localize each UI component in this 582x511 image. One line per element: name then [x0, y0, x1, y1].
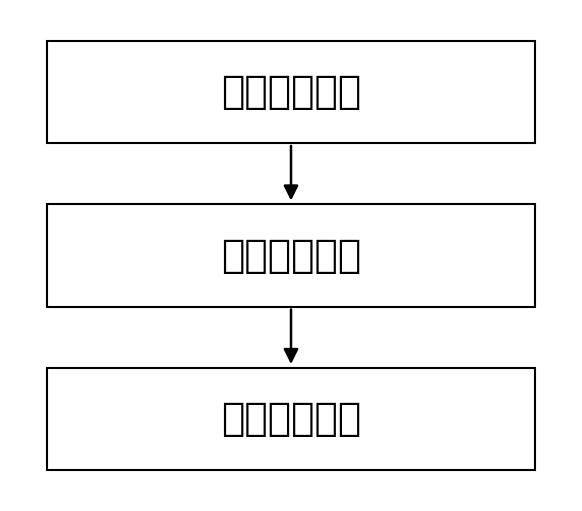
Text: 计算接触温度: 计算接触温度 — [221, 73, 361, 111]
FancyBboxPatch shape — [47, 41, 535, 143]
FancyBboxPatch shape — [47, 368, 535, 470]
Text: 计算温度刚度: 计算温度刚度 — [221, 400, 361, 438]
Text: 计算齿廓形变: 计算齿廓形变 — [221, 237, 361, 274]
FancyBboxPatch shape — [47, 204, 535, 307]
